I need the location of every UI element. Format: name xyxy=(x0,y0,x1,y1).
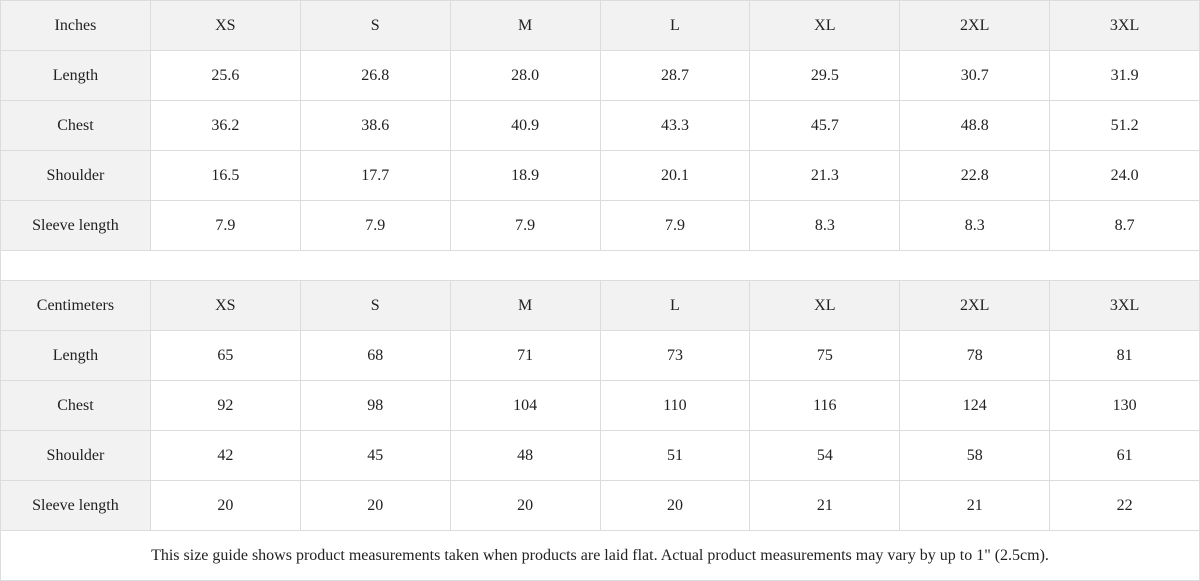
measurement-value: 36.2 xyxy=(149,100,301,151)
measurement-value: 20 xyxy=(299,480,451,531)
measurement-value: 75 xyxy=(749,330,901,381)
table-row: Sleeve length 7.9 7.9 7.9 7.9 8.3 8.3 8.7 xyxy=(0,200,1200,251)
measurement-label: Length xyxy=(0,330,151,381)
centimeters-header-row: Centimeters XS S M L XL 2XL 3XL xyxy=(0,280,1200,331)
measurement-label: Sleeve length xyxy=(0,480,151,531)
measurement-value: 68 xyxy=(299,330,451,381)
measurement-value: 20 xyxy=(449,480,601,531)
measurement-value: 45 xyxy=(299,430,451,481)
measurement-value: 20 xyxy=(149,480,301,531)
note-row: This size guide shows product measuremen… xyxy=(0,530,1200,581)
measurement-label: Shoulder xyxy=(0,150,151,201)
measurement-value: 16.5 xyxy=(149,150,301,201)
measurement-value: 18.9 xyxy=(449,150,601,201)
measurement-value: 42 xyxy=(149,430,301,481)
measurement-label: Chest xyxy=(0,100,151,151)
measurement-label: Sleeve length xyxy=(0,200,151,251)
size-header: XS xyxy=(149,0,301,51)
measurement-value: 29.5 xyxy=(749,50,901,101)
measurement-value: 73 xyxy=(599,330,751,381)
measurement-value: 7.9 xyxy=(149,200,301,251)
measurement-value: 17.7 xyxy=(299,150,451,201)
measurement-value: 7.9 xyxy=(299,200,451,251)
table-row: Chest 36.2 38.6 40.9 43.3 45.7 48.8 51.2 xyxy=(0,100,1200,151)
measurement-value: 92 xyxy=(149,380,301,431)
measurement-value: 26.8 xyxy=(299,50,451,101)
measurement-value: 43.3 xyxy=(599,100,751,151)
table-row: Shoulder 16.5 17.7 18.9 20.1 21.3 22.8 24.0 xyxy=(0,150,1200,201)
size-guide-note: This size guide shows product measuremen… xyxy=(0,530,1200,581)
measurement-value: 31.9 xyxy=(1049,50,1200,101)
measurement-value: 71 xyxy=(449,330,601,381)
size-header: L xyxy=(599,0,751,51)
measurement-value: 58 xyxy=(899,430,1051,481)
measurement-value: 20.1 xyxy=(599,150,751,201)
measurement-value: 104 xyxy=(449,380,601,431)
table-row: Chest 92 98 104 110 116 124 130 xyxy=(0,380,1200,431)
inches-header-row: Inches XS S M L XL 2XL 3XL xyxy=(0,0,1200,51)
measurement-value: 48 xyxy=(449,430,601,481)
size-header: M xyxy=(449,280,601,331)
measurement-value: 21 xyxy=(899,480,1051,531)
size-header: 3XL xyxy=(1049,280,1200,331)
unit-label: Centimeters xyxy=(0,280,151,331)
table-row: Length 25.6 26.8 28.0 28.7 29.5 30.7 31.9 xyxy=(0,50,1200,101)
measurement-value: 20 xyxy=(599,480,751,531)
size-header: M xyxy=(449,0,601,51)
size-header: L xyxy=(599,280,751,331)
size-header: 2XL xyxy=(899,0,1051,51)
spacer-row xyxy=(0,250,1200,281)
measurement-value: 61 xyxy=(1049,430,1200,481)
measurement-value: 65 xyxy=(149,330,301,381)
measurement-label: Length xyxy=(0,50,151,101)
measurement-value: 54 xyxy=(749,430,901,481)
measurement-value: 22 xyxy=(1049,480,1200,531)
measurement-value: 21.3 xyxy=(749,150,901,201)
measurement-value: 8.3 xyxy=(899,200,1051,251)
table-row: Shoulder 42 45 48 51 54 58 61 xyxy=(0,430,1200,481)
measurement-value: 78 xyxy=(899,330,1051,381)
measurement-value: 8.3 xyxy=(749,200,901,251)
size-header: S xyxy=(299,0,451,51)
measurement-value: 30.7 xyxy=(899,50,1051,101)
size-header: XL xyxy=(749,280,901,331)
measurement-value: 25.6 xyxy=(149,50,301,101)
measurement-value: 124 xyxy=(899,380,1051,431)
measurement-value: 51 xyxy=(599,430,751,481)
measurement-value: 8.7 xyxy=(1049,200,1200,251)
size-header: 3XL xyxy=(1049,0,1200,51)
measurement-value: 116 xyxy=(749,380,901,431)
measurement-value: 51.2 xyxy=(1049,100,1200,151)
table-row: Sleeve length 20 20 20 20 21 21 22 xyxy=(0,480,1200,531)
measurement-value: 40.9 xyxy=(449,100,601,151)
measurement-value: 7.9 xyxy=(449,200,601,251)
measurement-value: 24.0 xyxy=(1049,150,1200,201)
measurement-value: 48.8 xyxy=(899,100,1051,151)
size-header: S xyxy=(299,280,451,331)
measurement-value: 7.9 xyxy=(599,200,751,251)
measurement-label: Chest xyxy=(0,380,151,431)
measurement-value: 98 xyxy=(299,380,451,431)
measurement-value: 38.6 xyxy=(299,100,451,151)
measurement-value: 130 xyxy=(1049,380,1200,431)
size-header: XL xyxy=(749,0,901,51)
measurement-value: 21 xyxy=(749,480,901,531)
measurement-value: 22.8 xyxy=(899,150,1051,201)
size-header: XS xyxy=(149,280,301,331)
measurement-value: 81 xyxy=(1049,330,1200,381)
measurement-value: 28.7 xyxy=(599,50,751,101)
measurement-value: 28.0 xyxy=(449,50,601,101)
measurement-value: 45.7 xyxy=(749,100,901,151)
unit-label: Inches xyxy=(0,0,151,51)
measurement-value: 110 xyxy=(599,380,751,431)
size-header: 2XL xyxy=(899,280,1051,331)
measurement-label: Shoulder xyxy=(0,430,151,481)
table-row: Length 65 68 71 73 75 78 81 xyxy=(0,330,1200,381)
spacer-cell xyxy=(0,250,1200,281)
